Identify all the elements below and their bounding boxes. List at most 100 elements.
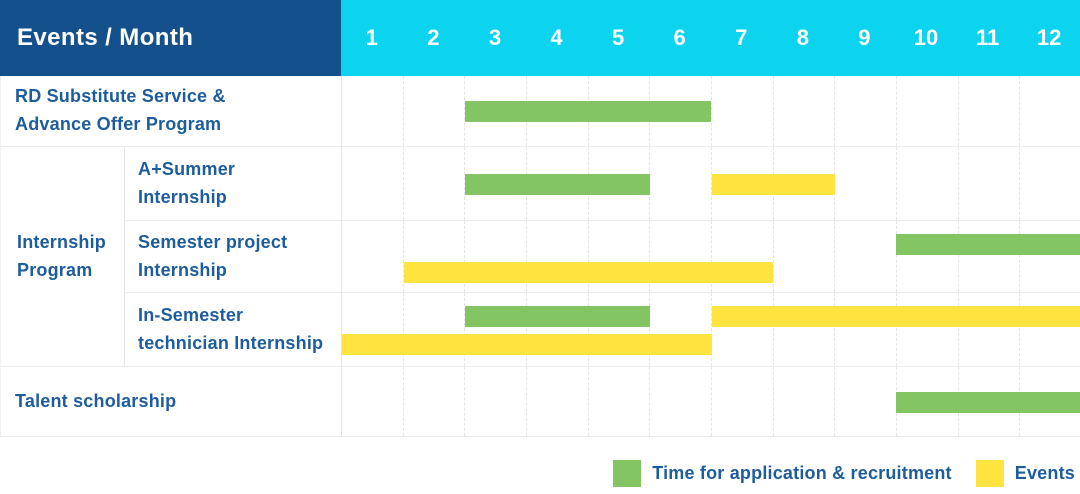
- month-gridline-col: [835, 367, 898, 436]
- month-label-4: 4: [550, 25, 563, 50]
- month-label-6: 6: [673, 25, 686, 50]
- chart-row-in-semester-technician-internship: [342, 293, 1080, 367]
- table-header-corner-cell: Events / Month: [0, 0, 341, 76]
- chart-row-a-plus-summer-internship: [342, 147, 1080, 221]
- gantt-bar-recruitment: [465, 306, 650, 327]
- month-gridline-col: [527, 367, 589, 436]
- row-label-talent-scholarship: Talent scholarship: [1, 367, 342, 437]
- month-gridline-col: [897, 76, 959, 146]
- month-gridline-col: [897, 147, 959, 220]
- legend-item-event: Events: [975, 460, 1075, 487]
- month-gridline-col: [1020, 76, 1080, 146]
- month-gridline-col: [342, 76, 404, 146]
- month-label-2: 2: [427, 25, 440, 50]
- month-label-9: 9: [858, 25, 871, 50]
- row-label-semester-project-internship: Semester project Internship: [125, 221, 342, 293]
- row-label-a-plus-summer-internship: A+Summer Internship: [125, 147, 342, 221]
- legend-item-recruitment: Time for application & recruitment: [613, 460, 952, 487]
- month-gridline-col: [404, 293, 466, 366]
- month-gridline-col: [589, 367, 651, 436]
- month-gridline-col: [712, 221, 774, 292]
- month-gridline-col: [650, 76, 713, 146]
- month-gridline-col: [650, 293, 713, 366]
- row-label-text: Semester project Internship: [138, 231, 288, 280]
- month-gridline-col: [465, 367, 528, 436]
- month-header-row: 1 2 3 4 5 6 7 8 9 10 11 12: [341, 0, 1080, 76]
- month-gridline-col: [897, 221, 959, 292]
- row-label-in-semester-technician-internship: In-Semester technician Internship: [125, 293, 342, 367]
- month-gridline-col: [342, 293, 404, 366]
- row-label-text: RD Substitute Service & Advance Offer Pr…: [15, 86, 226, 134]
- chart-row-talent-scholarship: [342, 367, 1080, 437]
- gantt-bar-recruitment: [465, 101, 712, 122]
- legend-swatch-event: [975, 460, 1004, 487]
- month-gridline-col: [527, 293, 589, 366]
- month-gridline-col: [712, 367, 774, 436]
- month-gridline-col: [774, 293, 836, 366]
- gantt-bar-event: [403, 262, 774, 283]
- month-label-5: 5: [611, 25, 625, 50]
- gantt-bar-event: [711, 306, 1080, 327]
- month-gridline-col: [712, 293, 774, 366]
- month-gridline-col: [589, 221, 651, 292]
- month-gridline-col: [342, 221, 404, 292]
- month-gridlines: [342, 293, 1080, 366]
- month-gridline-col: [835, 221, 898, 292]
- month-gridline-col: [342, 147, 404, 220]
- month-gridline-col: [959, 147, 1021, 220]
- month-label-7: 7: [735, 25, 748, 50]
- month-gridline-col: [959, 76, 1021, 146]
- month-gridline-col: [774, 147, 836, 220]
- month-gridline-col: [835, 293, 898, 366]
- month-gridline-col: [404, 221, 466, 292]
- month-gridline-col: [959, 221, 1021, 292]
- month-gridline-col: [774, 367, 836, 436]
- month-label-8: 8: [796, 25, 809, 50]
- chart-title: Events / Month: [17, 24, 194, 51]
- row-label-text: Talent scholarship: [15, 390, 177, 411]
- month-gridline-col: [1020, 147, 1080, 220]
- month-gridline-col: [897, 293, 959, 366]
- month-gridline-col: [465, 221, 528, 292]
- month-gridline-col: [835, 76, 898, 146]
- group-label-text: Internship Program: [17, 231, 107, 280]
- month-gridline-col: [1020, 221, 1080, 292]
- table-body: RD Substitute Service & Advance Offer Pr…: [0, 76, 1080, 437]
- month-gridline-col: [959, 293, 1021, 366]
- month-gridline-col: [342, 367, 404, 436]
- legend-label: Events: [1014, 463, 1075, 483]
- month-label-11: 11: [975, 25, 1000, 50]
- month-gridline-col: [774, 76, 836, 146]
- month-gridline-col: [404, 147, 466, 220]
- gantt-bar-recruitment: [896, 391, 1080, 413]
- chart-row-semester-project-internship: [342, 221, 1080, 293]
- month-gridline-col: [650, 147, 713, 220]
- month-gridline-col: [774, 221, 836, 292]
- legend: Time for application & recruitment Events: [613, 460, 1075, 487]
- gantt-bar-event: [342, 334, 712, 355]
- month-label-10: 10: [913, 25, 939, 50]
- month-label-3: 3: [488, 25, 502, 50]
- month-gridlines: [342, 221, 1080, 292]
- month-gridline-col: [1020, 293, 1080, 366]
- month-gridline-col: [527, 221, 589, 292]
- month-gridline-col: [712, 76, 774, 146]
- legend-swatch-recruitment: [613, 460, 642, 487]
- chart-row-rd-substitute-service: [342, 76, 1080, 147]
- month-gridline-col: [404, 367, 466, 436]
- gantt-bar-recruitment: [896, 234, 1080, 255]
- gantt-bar-event: [711, 173, 835, 195]
- group-label-internship-program: Internship Program: [1, 147, 125, 367]
- gantt-bar-recruitment: [465, 173, 650, 195]
- legend-label: Time for application & recruitment: [652, 463, 952, 483]
- month-gridline-col: [404, 76, 466, 146]
- row-label-text: A+Summer Internship: [138, 158, 236, 207]
- month-gridline-col: [650, 221, 713, 292]
- row-label-text: In-Semester technician Internship: [138, 304, 324, 353]
- month-label-1: 1: [365, 25, 378, 50]
- month-gridline-col: [589, 293, 651, 366]
- month-gridline-col: [835, 147, 898, 220]
- month-gridline-col: [465, 293, 528, 366]
- month-label-12: 12: [1036, 25, 1062, 50]
